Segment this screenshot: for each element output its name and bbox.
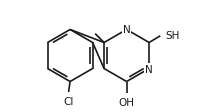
Text: SH: SH — [165, 30, 179, 40]
Text: N: N — [145, 64, 153, 74]
Text: N: N — [123, 25, 130, 35]
Text: Cl: Cl — [64, 97, 74, 106]
Text: OH: OH — [119, 97, 135, 107]
